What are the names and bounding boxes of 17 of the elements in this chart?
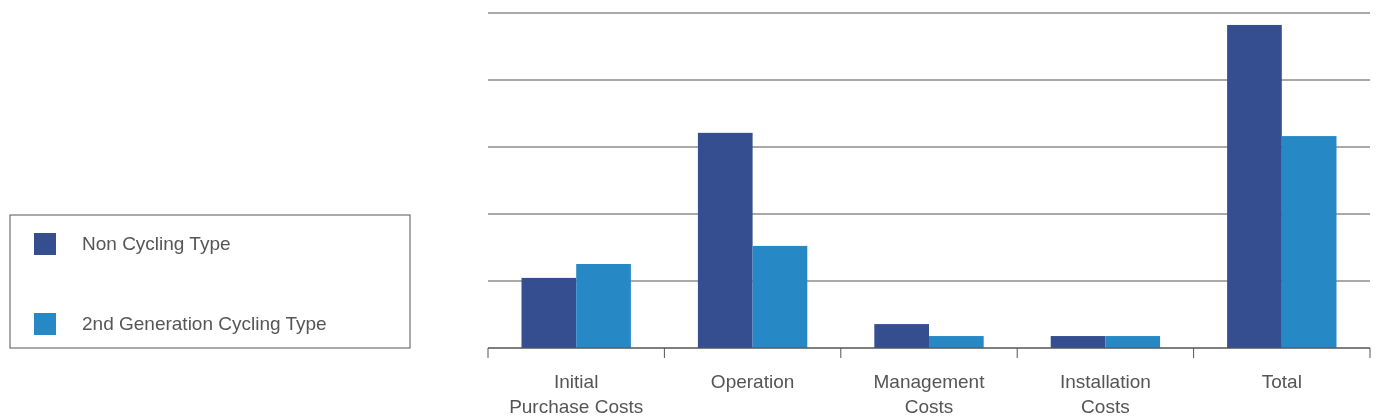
x-tick-label: Operation — [710, 371, 795, 392]
bar — [874, 324, 929, 348]
bar — [1281, 136, 1337, 348]
bar — [1050, 336, 1106, 348]
bar — [576, 264, 631, 348]
bar — [929, 336, 984, 348]
bar — [752, 245, 808, 348]
legend-label: Non Cycling Type — [82, 233, 231, 254]
legend-label: 2nd Generation Cycling Type — [82, 313, 327, 334]
x-tick-label: Management Costs — [873, 371, 986, 416]
bar — [697, 132, 753, 348]
bar — [1105, 336, 1161, 348]
x-tick-label: Total — [1261, 371, 1302, 392]
x-tick-label: Installation Costs — [1059, 371, 1151, 416]
x-tick-label: Initial Purchase Costs — [509, 371, 644, 416]
bar — [521, 277, 577, 348]
bar — [1227, 24, 1282, 348]
